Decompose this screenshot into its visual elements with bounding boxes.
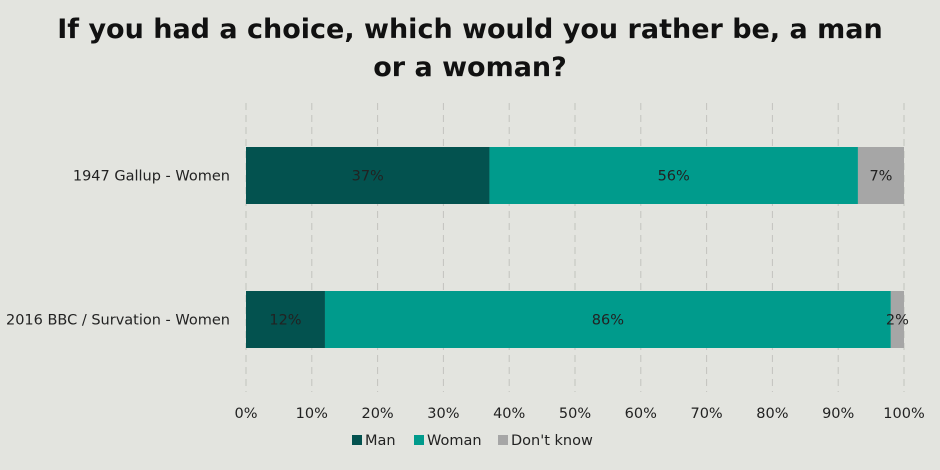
- category-label: 2016 BBC / Survation - Women: [6, 313, 230, 329]
- bar-woman: [324, 291, 891, 348]
- x-tick-label: 60%: [625, 406, 657, 422]
- chart-title-line-1: If you had a choice, which would you rat…: [57, 14, 882, 45]
- x-tick-label: 40%: [493, 406, 525, 422]
- legend-item: Woman: [414, 433, 482, 449]
- data-labels: 37% 56% 7% 12% 86% 2%: [269, 169, 909, 329]
- bar-don-t-know: [857, 147, 904, 204]
- data-label: 37%: [352, 169, 384, 185]
- data-label: 86%: [592, 313, 624, 329]
- bars: [246, 147, 904, 348]
- data-label: 56%: [658, 169, 690, 185]
- legend-swatch: [498, 435, 508, 445]
- data-label: 12%: [269, 313, 301, 329]
- x-axis-tick-labels: 0% 10% 20% 30% 40% 50% 60% 70% 80% 90% 100%: [234, 406, 924, 422]
- category-labels: 1947 Gallup - Women 2016 BBC / Survation …: [6, 169, 230, 329]
- data-label: 2%: [886, 313, 909, 329]
- x-tick-label: 50%: [559, 406, 591, 422]
- x-tick-label: 10%: [296, 406, 328, 422]
- category-label: 1947 Gallup - Women: [73, 169, 230, 185]
- x-tick-label: 70%: [690, 406, 722, 422]
- legend-label: Woman: [427, 433, 482, 449]
- legend-swatch: [414, 435, 424, 445]
- legend-item: Don't know: [498, 433, 593, 449]
- bar-don-t-know: [890, 291, 904, 348]
- legend-label: Man: [365, 433, 396, 449]
- data-label: 7%: [869, 169, 892, 185]
- legend: Man Woman Don't know: [352, 433, 593, 449]
- x-tick-label: 80%: [756, 406, 788, 422]
- legend-label: Don't know: [511, 433, 593, 449]
- bar-woman: [489, 147, 858, 204]
- chart-title: If you had a choice, which would you rat…: [57, 14, 882, 83]
- x-tick-label: 0%: [234, 406, 257, 422]
- x-tick-label: 30%: [427, 406, 459, 422]
- legend-item: Man: [352, 433, 396, 449]
- chart-title-line-2: or a woman?: [373, 52, 567, 83]
- x-tick-label: 20%: [361, 406, 393, 422]
- legend-swatch: [352, 435, 362, 445]
- x-tick-label: 90%: [822, 406, 854, 422]
- bar-man: [246, 147, 490, 204]
- x-tick-label: 100%: [883, 406, 924, 422]
- bar-man: [246, 291, 325, 348]
